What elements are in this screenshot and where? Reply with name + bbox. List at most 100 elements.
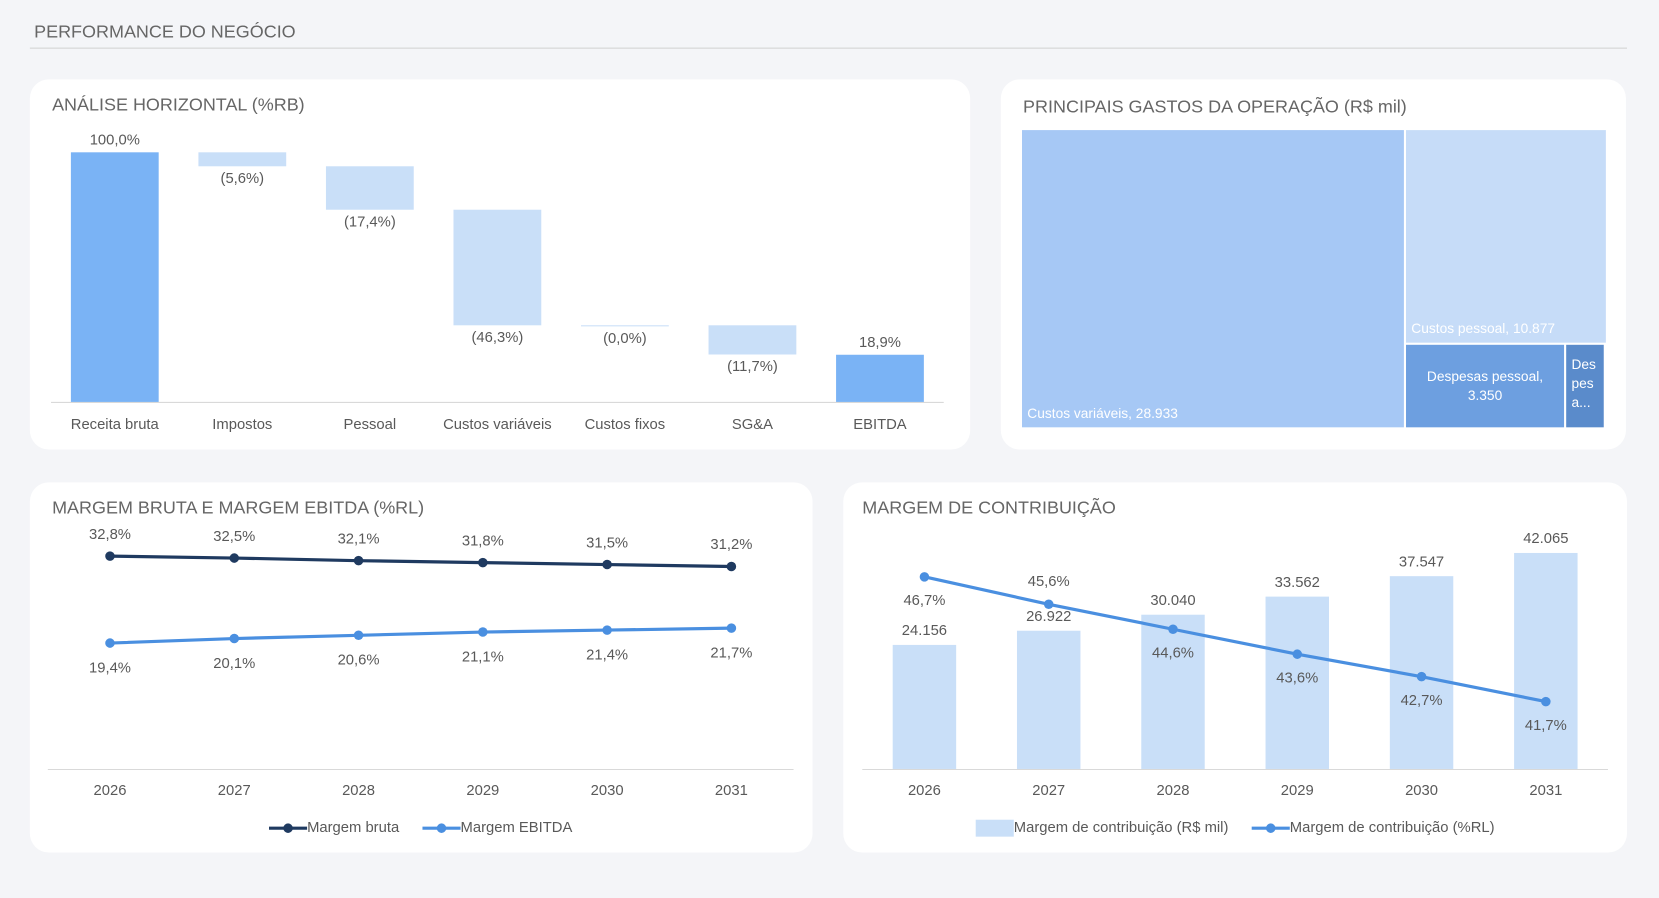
treemap-tile bbox=[1406, 130, 1606, 343]
x-tick-label: 2026 bbox=[908, 783, 941, 799]
legend-label: Margem de contribuição (R$ mil) bbox=[1014, 820, 1229, 836]
treemap-label: Custos pessoal, 10.877 bbox=[1411, 320, 1556, 337]
data-label: 31,5% bbox=[586, 535, 628, 551]
chart-title: MARGEM DE CONTRIBUIÇÃO bbox=[862, 497, 1116, 518]
panel bbox=[843, 482, 1628, 853]
marker bbox=[478, 557, 488, 568]
legend: Margem de contribuição (R$ mil) Margem de… bbox=[975, 819, 1495, 837]
data-label: 45,6% bbox=[1028, 574, 1070, 590]
data-label: 41,7% bbox=[1525, 718, 1567, 734]
data-label: 32,8% bbox=[89, 527, 131, 543]
x-tick-label: 2028 bbox=[342, 783, 375, 799]
treemap-label-box: Des pes a... bbox=[1571, 356, 1596, 411]
legend-swatch bbox=[1265, 823, 1276, 833]
bar bbox=[1141, 614, 1205, 769]
data-label: 32,1% bbox=[338, 531, 380, 547]
legend: Margem bruta Margem EBITDA bbox=[269, 820, 572, 836]
treemap-label-box: Custos pessoal, 10.877 bbox=[1411, 320, 1556, 337]
bar bbox=[198, 152, 287, 167]
x-tick-label: 2028 bbox=[1157, 783, 1190, 799]
bar bbox=[1016, 630, 1081, 769]
data-label: 44,6% bbox=[1152, 645, 1194, 661]
x-tick-label: Custos fixos bbox=[585, 417, 666, 433]
bar bbox=[581, 325, 669, 327]
bar bbox=[1514, 552, 1578, 769]
x-tick-label: Impostos bbox=[212, 417, 272, 433]
marker bbox=[105, 551, 115, 561]
treemap-label: Despesas pessoal, 3.350 bbox=[1426, 368, 1544, 403]
marker bbox=[229, 633, 240, 644]
treemap-tile bbox=[1406, 344, 1565, 428]
data-label: (46,3%) bbox=[471, 330, 523, 346]
marker bbox=[478, 627, 488, 637]
marker bbox=[726, 623, 737, 633]
marker bbox=[353, 630, 364, 641]
data-label: 100,0% bbox=[90, 133, 140, 149]
data-label: 37.547 bbox=[1399, 554, 1444, 570]
bar bbox=[70, 152, 159, 402]
x-tick-label: 2031 bbox=[1529, 783, 1562, 799]
marker bbox=[726, 561, 737, 572]
treemap-tile bbox=[1022, 130, 1404, 428]
x-tick-label: 2029 bbox=[466, 783, 499, 799]
data-label: 26.922 bbox=[1026, 609, 1071, 625]
x-tick-label: 2030 bbox=[1405, 783, 1438, 799]
bar bbox=[1265, 596, 1330, 769]
data-label: 31,8% bbox=[462, 533, 504, 549]
x-tick-label: Receita bruta bbox=[71, 417, 160, 433]
x-tick-label: 2026 bbox=[94, 783, 127, 799]
data-label: 21,4% bbox=[586, 647, 628, 663]
data-label: 30.040 bbox=[1150, 593, 1195, 609]
x-tick-label: SG&A bbox=[732, 417, 773, 433]
x-tick-label: 2027 bbox=[218, 783, 251, 799]
marker bbox=[229, 553, 240, 563]
marker bbox=[105, 638, 115, 648]
x-tick-label: 2029 bbox=[1281, 783, 1314, 799]
data-label: 33.562 bbox=[1275, 575, 1320, 591]
bar bbox=[836, 354, 924, 402]
bar bbox=[325, 166, 414, 210]
data-label: 18,9% bbox=[859, 335, 901, 351]
marker bbox=[602, 625, 612, 635]
data-label: (5,6%) bbox=[221, 171, 265, 187]
marker bbox=[1416, 671, 1427, 682]
data-label: (11,7%) bbox=[727, 359, 778, 375]
chart-title: MARGEM BRUTA E MARGEM EBITDA (%RL) bbox=[52, 498, 424, 518]
legend-swatch bbox=[283, 823, 293, 833]
panel bbox=[29, 482, 813, 853]
line bbox=[109, 626, 732, 645]
data-label: 32,5% bbox=[213, 529, 255, 545]
x-tick-label: 2031 bbox=[715, 783, 748, 799]
data-label: 24.156 bbox=[902, 623, 947, 639]
legend-label: Margem de contribuição (%RL) bbox=[1290, 820, 1495, 836]
marker bbox=[1541, 696, 1551, 707]
data-label: 31,2% bbox=[710, 537, 752, 553]
data-label: 21,7% bbox=[710, 645, 752, 661]
marker bbox=[1292, 649, 1303, 659]
page-title: PERFORMANCE DO NEGÓCIO bbox=[34, 21, 296, 42]
marker bbox=[1043, 599, 1054, 610]
data-label: 42,7% bbox=[1401, 693, 1443, 709]
data-label: 19,4% bbox=[89, 660, 131, 676]
marker bbox=[353, 555, 364, 566]
treemap-label: Custos variáveis, 28.933 bbox=[1027, 405, 1178, 421]
data-label: 20,6% bbox=[338, 653, 380, 669]
legend-label: Margem EBITDA bbox=[461, 820, 573, 836]
treemap-label-box: Despesas pessoal, 3.350 bbox=[1426, 368, 1544, 403]
chart-title: PRINCIPAIS GASTOS DA OPERAÇÃO (R$ mil) bbox=[1023, 96, 1407, 117]
treemap-label-box: Custos variáveis, 28.933 bbox=[1027, 405, 1178, 421]
x-tick-label: Pessoal bbox=[344, 417, 397, 433]
line bbox=[109, 554, 732, 569]
data-label: (17,4%) bbox=[344, 214, 396, 230]
data-label: (0,0%) bbox=[603, 331, 647, 347]
x-tick-label: Custos variáveis bbox=[443, 417, 552, 433]
chart-title: ANÁLISE HORIZONTAL (%RB) bbox=[52, 95, 305, 115]
treemap-tile bbox=[1566, 344, 1604, 428]
x-tick-label: EBITDA bbox=[853, 417, 907, 433]
marker bbox=[1168, 624, 1178, 635]
bar bbox=[453, 209, 542, 326]
treemap-label: Des pes a... bbox=[1571, 356, 1596, 411]
data-label: 21,1% bbox=[462, 649, 504, 665]
line bbox=[924, 575, 1547, 704]
